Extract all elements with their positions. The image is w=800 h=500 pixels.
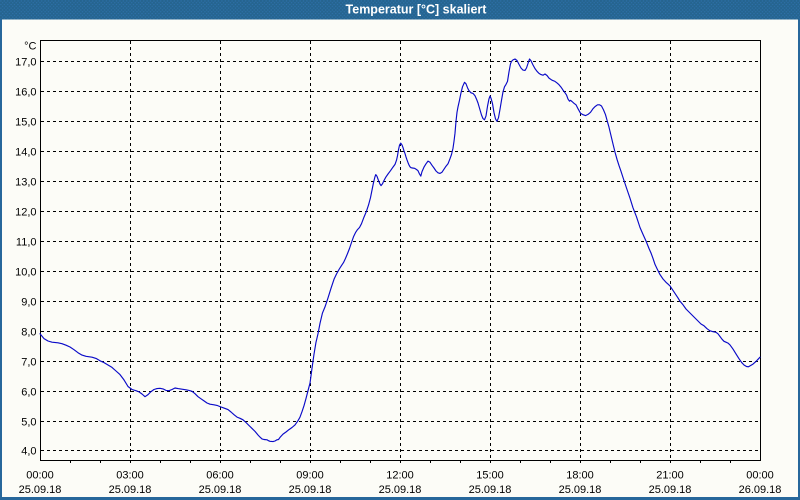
svg-text:18:00: 18:00	[566, 470, 594, 482]
svg-text:6,0: 6,0	[21, 387, 36, 399]
svg-text:25.09.18: 25.09.18	[199, 484, 242, 496]
svg-text:25.09.18: 25.09.18	[379, 484, 422, 496]
svg-text:09:00: 09:00	[296, 470, 324, 482]
svg-text:17,0: 17,0	[15, 57, 36, 69]
svg-text:°C: °C	[24, 41, 36, 53]
svg-text:12:00: 12:00	[386, 470, 414, 482]
svg-text:25.09.18: 25.09.18	[469, 484, 512, 496]
svg-text:10,0: 10,0	[15, 267, 36, 279]
svg-text:25.09.18: 25.09.18	[649, 484, 692, 496]
svg-text:06:00: 06:00	[206, 470, 234, 482]
svg-text:15,0: 15,0	[15, 117, 36, 129]
svg-text:00:00: 00:00	[26, 470, 54, 482]
svg-text:7,0: 7,0	[21, 357, 36, 369]
svg-text:11,0: 11,0	[16, 237, 37, 249]
svg-text:16,0: 16,0	[15, 87, 36, 99]
svg-text:03:00: 03:00	[116, 470, 144, 482]
svg-text:4,0: 4,0	[21, 446, 36, 458]
svg-text:25.09.18: 25.09.18	[109, 484, 152, 496]
svg-text:26.09.18: 26.09.18	[739, 484, 782, 496]
svg-text:14,0: 14,0	[15, 147, 36, 159]
svg-text:13,0: 13,0	[15, 177, 36, 189]
svg-text:00:00: 00:00	[746, 470, 774, 482]
svg-text:15:00: 15:00	[476, 470, 504, 482]
svg-text:21:00: 21:00	[656, 470, 684, 482]
svg-text:12,0: 12,0	[15, 207, 36, 219]
svg-text:9,0: 9,0	[21, 297, 36, 309]
svg-text:25.09.18: 25.09.18	[289, 484, 332, 496]
svg-text:8,0: 8,0	[21, 327, 36, 339]
svg-text:25.09.18: 25.09.18	[19, 484, 62, 496]
svg-text:5,0: 5,0	[21, 417, 36, 429]
svg-text:25.09.18: 25.09.18	[559, 484, 602, 496]
svg-text:Temperatur [°C] skaliert: Temperatur [°C] skaliert	[346, 3, 488, 17]
